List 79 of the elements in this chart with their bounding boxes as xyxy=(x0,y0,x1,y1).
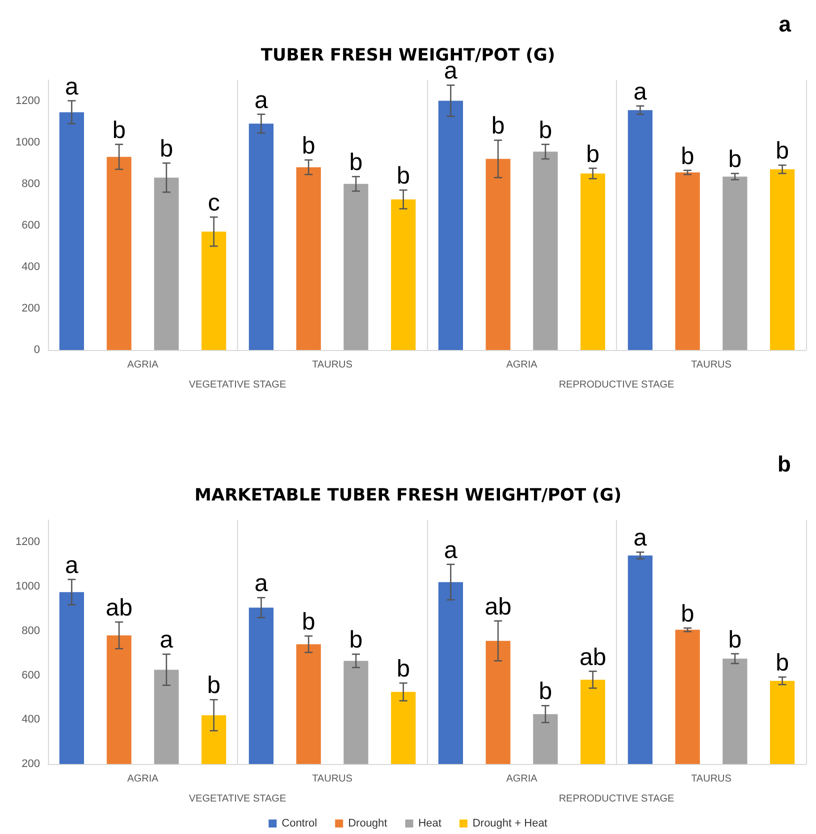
text: VEGETATIVE STAGE xyxy=(188,794,286,804)
y-tick-label: 200 xyxy=(22,758,40,770)
text: REPRODUCTIVE STAGE xyxy=(558,380,675,390)
data-label: b xyxy=(586,140,600,168)
bar xyxy=(438,100,464,350)
legend-label: Drought + Heat xyxy=(472,818,548,830)
bar xyxy=(248,124,274,350)
data-label: c xyxy=(208,190,220,217)
data-label: a xyxy=(444,536,458,564)
bar xyxy=(390,199,416,350)
x-tick-label: AGRIA xyxy=(506,360,538,370)
legend-label: Heat xyxy=(418,818,442,830)
legend-label: Control xyxy=(282,818,318,830)
y-tick-label: 1000 xyxy=(16,580,40,593)
bar xyxy=(580,173,606,350)
x-tick-label: AGRIA xyxy=(127,360,159,370)
data-label: b xyxy=(680,142,694,170)
x-tick-label: TAURUS xyxy=(312,774,353,784)
y-tick-label: 400 xyxy=(22,714,40,726)
data-label: b xyxy=(160,136,174,163)
data-label: b xyxy=(112,116,126,144)
data-label: b xyxy=(728,626,742,654)
data-label: b xyxy=(207,672,220,700)
data-label: ab xyxy=(484,593,512,620)
data-label: b xyxy=(349,149,363,176)
bar xyxy=(59,112,84,350)
data-label: a xyxy=(65,73,80,100)
chart-subtitle: a xyxy=(778,12,792,36)
y-tick-label: 1000 xyxy=(16,136,40,148)
data-label: b xyxy=(396,656,410,683)
data-label: a xyxy=(254,570,269,598)
y-tick-label: 400 xyxy=(22,260,40,273)
bar xyxy=(533,152,558,350)
data-label: b xyxy=(776,650,789,677)
y-tick-label: 1200 xyxy=(16,536,40,548)
data-label: a xyxy=(634,78,648,106)
data-label: b xyxy=(396,162,410,190)
x-tick-label: AGRIA xyxy=(506,774,538,784)
data-label: b xyxy=(302,608,316,636)
y-tick-label: 1200 xyxy=(16,94,40,107)
x-tick-label: TAURUS xyxy=(691,774,732,784)
data-label: a xyxy=(65,552,80,579)
data-label: b xyxy=(728,146,742,173)
x-tick-label: AGRIA xyxy=(127,774,159,784)
bar xyxy=(344,184,368,350)
y-tick-label: 600 xyxy=(22,219,40,232)
x-tick-label: TAURUS xyxy=(691,360,732,370)
bar xyxy=(106,156,132,350)
text: REPRODUCTIVE STAGE xyxy=(558,794,675,804)
y-tick-label: 800 xyxy=(22,178,40,190)
chart-subtitle: b xyxy=(778,452,792,476)
y-tick-label: 600 xyxy=(22,669,40,682)
bar xyxy=(486,158,510,350)
chart-title: MARKETABLE TUBER FRESH WEIGHT/POT (G) xyxy=(194,486,622,506)
data-label: b xyxy=(302,132,316,160)
y-tick-label: 200 xyxy=(22,302,40,314)
bar xyxy=(201,232,226,350)
bar xyxy=(628,110,653,350)
data-label: b xyxy=(680,600,694,628)
data-label: b xyxy=(538,678,552,706)
data-label: b xyxy=(491,112,505,140)
y-tick-label: 800 xyxy=(22,624,40,637)
data-label: ab xyxy=(579,644,606,671)
data-label: b xyxy=(349,626,363,654)
legend-label: Drought xyxy=(348,818,388,830)
bar xyxy=(154,178,179,350)
data-label: a xyxy=(254,86,269,114)
bar xyxy=(675,172,700,350)
text: VEGETATIVE STAGE xyxy=(188,380,286,390)
data-label: b xyxy=(776,138,789,165)
x-tick-label: TAURUS xyxy=(312,360,353,370)
data-label: ab xyxy=(106,594,132,622)
data-label: b xyxy=(538,116,552,144)
bar xyxy=(722,176,748,350)
data-label: a xyxy=(160,626,174,654)
y-tick-label: 0 xyxy=(34,344,40,356)
data-label: a xyxy=(634,524,648,552)
bar xyxy=(770,169,795,350)
bar xyxy=(296,167,321,350)
